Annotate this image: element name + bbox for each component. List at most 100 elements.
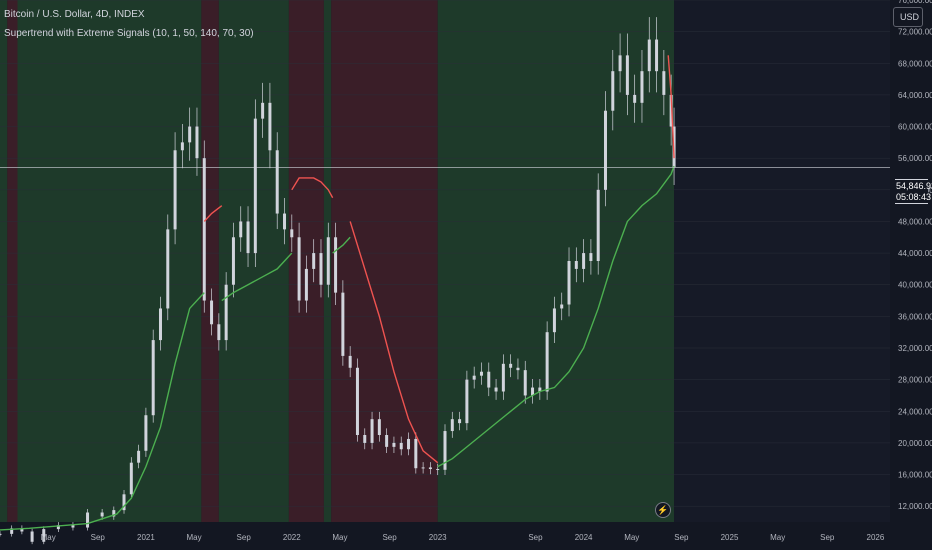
candle-body [501,363,505,392]
y-tick-label: 16,000.00 [898,471,932,480]
candle-body [166,229,170,309]
candle-body [465,379,469,424]
candle-body [655,39,659,72]
candle-body [326,237,330,285]
x-tick-label: May [624,533,639,542]
candle-body [348,355,352,368]
x-axis: May Sep 2021 May Sep 2022 May Sep 2023 Sep 2024 May… [41,533,885,542]
candle-body [523,370,527,396]
candle-body [589,253,593,261]
supertrend-bear-line [203,205,223,222]
lightning-icon[interactable]: ⚡ [655,502,671,518]
x-tick-label: May [770,533,785,542]
x-tick-label: 2025 [721,533,739,542]
candle-body [611,71,615,111]
candle-body [71,525,75,528]
candle-body [545,332,549,392]
candle-body [377,419,381,435]
future-zone [674,0,890,522]
candle-body [100,512,104,517]
y-tick-label: 76,000.00 [898,0,932,5]
candle-body [283,213,287,230]
candle-body [407,438,411,450]
indicator-label[interactable]: Supertrend with Extreme Signals (10, 1, … [4,28,254,39]
candle-body [552,308,556,333]
candle-body [10,528,14,534]
x-tick-label: 2024 [575,533,593,542]
x-tick-label: Sep [237,533,252,542]
symbol-title: Bitcoin / U.S. Dollar, 4D, INDEX [4,9,145,20]
y-tick-label: 24,000.00 [898,407,932,416]
y-tick-label: 20,000.00 [898,439,932,448]
supertrend-bull-line [437,165,675,468]
candle-body [112,510,116,517]
candle-body [472,375,476,380]
candle-body [275,150,279,214]
y-tick-label: 12,000.00 [898,502,932,511]
y-tick-label: 28,000.00 [898,376,932,385]
candle-body [443,431,447,470]
candle-body [458,419,462,424]
candle-body [669,94,673,127]
x-tick-label: 2022 [283,533,301,542]
candle-body [202,158,206,301]
y-axis: 12,000.00 16,000.00 20,000.00 24,000.00 28,0… [898,0,932,511]
candle-body [596,189,600,261]
candle-body [261,102,265,119]
y-tick-label: 72,000.00 [898,28,932,37]
candle-body [479,371,483,376]
candle-body [246,221,250,254]
signal-zones [0,0,890,522]
supertrend-bear-line [349,221,439,464]
y-tick-label: 48,000.00 [898,217,932,226]
candle-body [531,387,535,396]
candle-body [582,253,586,269]
candle-body [625,55,629,95]
x-tick-label: Sep [674,533,689,542]
candle-body [640,71,644,103]
candle-body [217,324,221,341]
candle-body [509,363,513,368]
bull-zone [218,0,289,522]
candle-body [355,367,359,435]
candle-body [231,237,235,285]
y-tick-label: 60,000.00 [898,123,932,132]
candle-body [487,371,491,388]
candle-body [647,39,651,72]
bull-zone [17,0,202,522]
candle-body [122,494,126,511]
candle-body [224,284,228,341]
candle-body [567,261,571,305]
y-tick-label: 64,000.00 [898,91,932,100]
supertrend-bull-line [332,236,351,254]
candle-body [450,419,454,432]
candle-body [414,438,418,469]
x-tick-label: Sep [820,533,835,542]
y-tick-label: 40,000.00 [898,281,932,290]
candle-body [319,253,323,285]
bar-countdown-label: 05:08:43 [895,191,932,204]
candle-body [436,469,440,471]
candle-body [173,150,177,230]
x-tick-label: 2026 [867,533,885,542]
bear-zone [331,0,438,522]
candle-body [239,221,243,238]
candle-body [56,525,60,530]
candle-body [516,367,520,371]
candle-body [312,253,316,269]
candle-body [151,340,155,416]
x-tick-label: May [332,533,347,542]
candle-body [144,415,148,451]
supertrend-bear-line [667,55,675,159]
x-tick-label: 2021 [137,533,155,542]
candle-body [363,435,367,443]
bear-zone [7,0,18,522]
x-tick-label: 2023 [429,533,447,542]
candle-body [297,237,301,301]
candle-body [560,304,564,309]
supertrend-bear-line [291,177,334,199]
candle-body [341,292,345,356]
currency-button[interactable]: USD [893,7,923,27]
candle-body [370,419,374,443]
